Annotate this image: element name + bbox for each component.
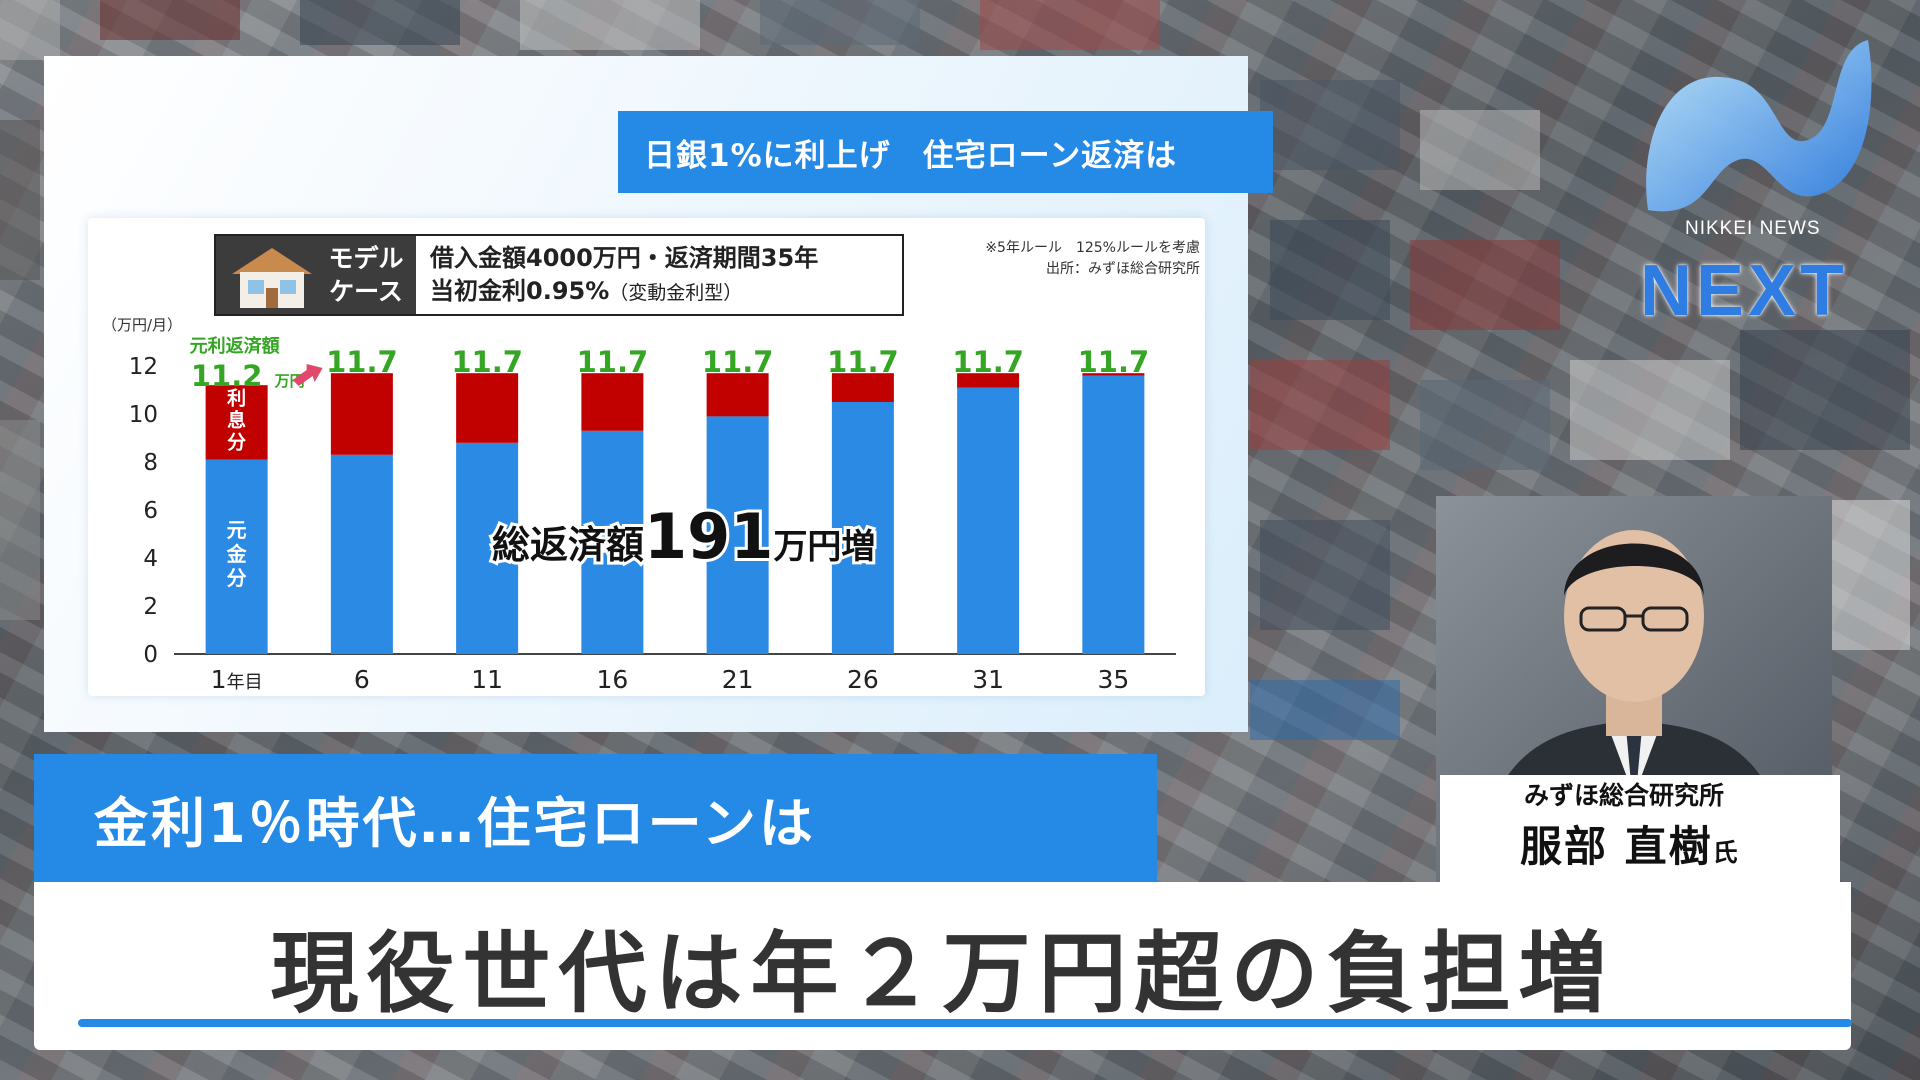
house-icon [232,248,312,308]
series-label-interest: 分 [227,431,246,453]
model-case-box: モデル ケース 借入金額4000万円・返済期間35年 当初金利0.95%（変動金… [214,234,904,316]
chart-notes: ※5年ルール 125%ルールを考慮 出所：みずほ総合研究所 [900,238,1200,280]
logo-small-text: NIKKEI NEWS [1685,218,1821,239]
note-source: 出所：みずほ総合研究所 [1046,261,1200,277]
chart-card: モデル ケース 借入金額4000万円・返済期間35年 当初金利0.95%（変動金… [88,218,1205,696]
logo-big-text: NEXT [1640,251,1849,331]
series-label-principal: 金 [226,542,248,566]
bar-interest [205,385,268,460]
bar-principal [581,430,644,654]
total-label: 11.7 [577,345,649,379]
model-case-line1: 借入金額4000万円・返済期間35年 [430,244,819,272]
y-tick-label: 8 [143,450,158,476]
guest-name-plate [1440,775,1840,885]
guest-organization: みずほ総合研究所 [1524,781,1725,810]
x-tick-label: 35 [1097,665,1129,694]
y-tick-label: 12 [129,354,158,380]
bar-principal [456,442,519,654]
y-tick-label: 10 [129,402,158,428]
total-label: 11.7 [451,345,523,379]
total-label: 11.2 [191,359,263,393]
bar-interest [581,373,644,431]
bar-interest [957,373,1020,388]
arrow-icon [292,364,323,386]
series-label-principal: 元 [227,518,247,542]
x-tick-label: 6 [354,665,370,694]
series-label-interest: 息 [227,408,246,431]
headline-underline [78,1019,1852,1027]
x-tick-label: 1年目 [211,665,263,694]
guest-name: 服部 直樹氏 [1520,813,1738,874]
bar-principal [957,387,1020,654]
y-tick-label: 2 [143,594,158,620]
x-tick-label: 16 [596,665,628,694]
guest-portrait [1436,496,1832,882]
total-label: 11.7 [827,345,899,379]
bar-principal [706,416,769,654]
y-tick-label: 6 [143,498,158,524]
model-case-label: モデル ケース [328,244,404,306]
model-case-line2-sub: （変動金利型） [609,282,743,304]
x-tick-label: 31 [972,665,1004,694]
bar-interest [330,373,393,455]
x-tick-label: 11 [471,665,503,694]
series-label-principal: 分 [227,566,247,590]
series-label-interest: 利 [227,387,246,409]
total-increase-annotation: 総返済額191万円増 [492,500,875,573]
y-unit-label: （万円/月） [102,316,182,334]
total-label: 11.7 [1078,345,1150,379]
model-case-line2: 当初金利0.95% [430,277,610,305]
note-rule: ※5年ルール 125%ルールを考慮 [985,240,1200,256]
headline-top: 金利1％時代…住宅ローンは [34,754,1157,882]
bar-principal [205,459,268,654]
bar-principal [831,402,894,654]
y-tick-label: 4 [143,546,158,572]
x-tick-label: 26 [847,665,879,694]
y-tick-label: 0 [143,642,158,668]
bar-principal [1082,375,1145,654]
chart-panel: 日銀1%に利上げ 住宅ローン返済は モデル ケース 借入金額4000万円・返済期… [44,56,1273,732]
chart-header: 日銀1%に利上げ 住宅ローン返済は [618,111,1273,193]
nikkei-news-next-logo [1646,40,1872,212]
total-label: 11.7 [702,345,774,379]
bar-interest [456,373,519,443]
bar-interest [831,373,894,402]
x-tick-label: 21 [722,665,754,694]
total-label: 11.7 [952,345,1024,379]
total-label: 11.7 [326,345,398,379]
bar-principal [330,454,393,654]
total-unit: 万円 [274,372,305,390]
guest-name-suffix: 氏 [1712,838,1738,867]
bar-interest [706,373,769,417]
total-caption: 元利返済額 [190,335,280,357]
guest-name-text: 服部 直樹 [1520,822,1713,871]
bar-interest [1082,373,1145,376]
